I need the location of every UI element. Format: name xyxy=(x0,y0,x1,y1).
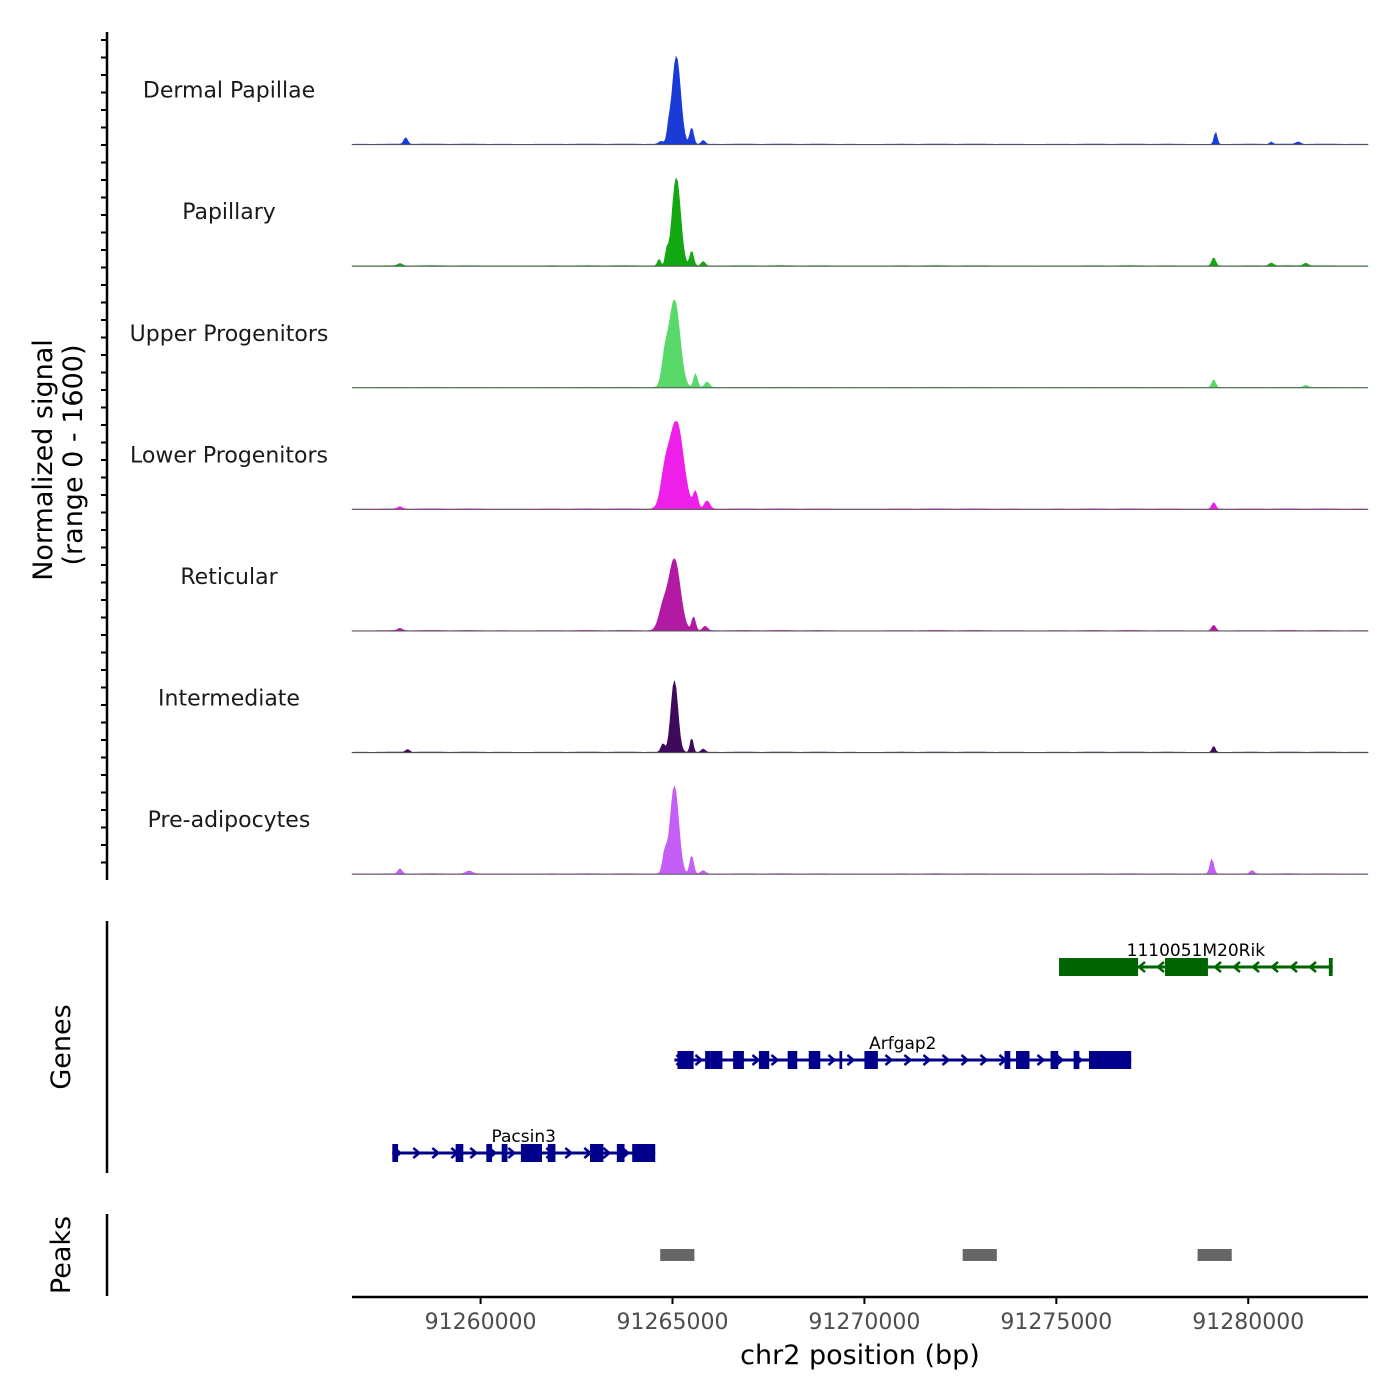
coverage-y-label-line2: (range 0 - 1600) xyxy=(58,345,89,566)
coverage-track: Upper Progenitors xyxy=(130,299,1369,389)
gene-exon xyxy=(520,1144,542,1162)
gene-exon xyxy=(1059,958,1139,976)
coverage-track-label: Pre-adipocytes xyxy=(148,808,311,833)
coverage-tracks: Dermal Papillae Papillary Upper Progenitor… xyxy=(130,55,1369,875)
x-axis-tick-label: 91280000 xyxy=(1192,1310,1304,1335)
peak-region xyxy=(1197,1249,1232,1261)
gene-strand-arrow xyxy=(770,1054,780,1066)
coverage-track: Papillary xyxy=(182,177,1369,267)
gene-exon xyxy=(864,1051,878,1069)
coverage-track-label: Reticular xyxy=(180,565,278,590)
coverage-area xyxy=(351,558,1369,632)
gene-strand-arrow xyxy=(431,1147,441,1159)
gene-strand-arrow xyxy=(1289,961,1298,973)
gene-exon xyxy=(733,1051,744,1069)
gene-strand-arrow xyxy=(694,1054,704,1066)
gene: Pacsin3 xyxy=(392,1127,656,1162)
gene-exon xyxy=(710,1051,723,1069)
gene-strand-arrow xyxy=(922,1054,932,1066)
gene-exon xyxy=(808,1051,821,1069)
coverage-track: Dermal Papillae xyxy=(143,55,1369,146)
coverage-y-axis xyxy=(101,32,109,880)
gene-strand-arrow xyxy=(564,1147,574,1159)
gene-exon xyxy=(677,1051,694,1069)
gene-exon xyxy=(589,1144,604,1162)
coverage-y-label-line1: Normalized signal xyxy=(28,339,59,581)
gene-strand-arrow xyxy=(960,1054,970,1066)
gene-exon xyxy=(632,1144,656,1162)
gene-strand-arrow xyxy=(1137,961,1146,973)
coverage-area xyxy=(351,421,1369,510)
gene-strand-arrow xyxy=(979,1054,989,1066)
peaks-track xyxy=(660,1249,1232,1261)
x-axis-tick-label: 91265000 xyxy=(617,1310,729,1335)
gene-exon xyxy=(1088,1051,1132,1069)
gene-strand-arrow xyxy=(903,1054,913,1066)
gene-strand-arrow xyxy=(941,1054,951,1066)
gene-exon xyxy=(455,1144,464,1162)
gene-exon xyxy=(1004,1051,1011,1069)
gene-strand-arrow xyxy=(1232,961,1241,973)
gene-exon xyxy=(787,1051,798,1069)
coverage-area xyxy=(351,299,1369,389)
gene-strand-arrow xyxy=(751,1054,761,1066)
gene-exon xyxy=(1164,958,1208,976)
coverage-area xyxy=(351,785,1369,875)
gene-strand-arrow xyxy=(827,1054,837,1066)
x-axis-tick-label: 91275000 xyxy=(1000,1310,1112,1335)
x-axis-tick-label: 91270000 xyxy=(808,1310,920,1335)
gene-strand-arrow xyxy=(602,1147,612,1159)
gene-exon xyxy=(705,1051,711,1069)
coverage-track: Lower Progenitors xyxy=(130,421,1369,510)
gene-strand-arrow xyxy=(1251,961,1260,973)
gene-exon xyxy=(392,1144,399,1162)
gene-exon xyxy=(758,1051,770,1069)
gene-strand-arrow xyxy=(1055,1054,1065,1066)
coverage-track: Intermediate xyxy=(158,680,1369,754)
gene-exon xyxy=(501,1144,508,1162)
coverage-track-label: Lower Progenitors xyxy=(130,443,328,468)
gene-exon xyxy=(1050,1051,1059,1069)
gene-strand-arrow xyxy=(846,1054,856,1066)
genes-track-label: Genes xyxy=(46,1004,77,1089)
coverage-track-label: Dermal Papillae xyxy=(143,79,315,104)
gene-strand-arrow xyxy=(1213,961,1222,973)
x-axis-tick-label: 91260000 xyxy=(425,1310,537,1335)
peaks-track-label: Peaks xyxy=(46,1216,77,1294)
gene-exon xyxy=(839,1051,843,1069)
coverage-area xyxy=(351,55,1369,145)
gene-exon xyxy=(616,1144,625,1162)
x-axis: 91260000 91265000 91270000 91275000 91280000 xyxy=(352,1295,1368,1335)
gene-strand-arrow xyxy=(507,1147,517,1159)
gene-name-label: Arfgap2 xyxy=(869,1034,936,1054)
gene: 1110051M20Rik xyxy=(1059,941,1333,976)
peak-region xyxy=(962,1249,997,1261)
gene-exon xyxy=(547,1144,556,1162)
x-axis-title: chr2 position (bp) xyxy=(740,1340,980,1371)
gene-exon xyxy=(1073,1051,1080,1069)
coverage-track-label: Intermediate xyxy=(158,687,300,712)
coverage-area xyxy=(351,177,1369,267)
gene-strand-arrow xyxy=(1270,961,1279,973)
coverage-area xyxy=(351,680,1369,753)
gene-name-label: 1110051M20Rik xyxy=(1127,941,1266,961)
coverage-track-label: Upper Progenitors xyxy=(130,322,329,347)
gene-strand-arrow xyxy=(884,1054,894,1066)
gene-strand-arrow xyxy=(1036,1054,1046,1066)
peak-region xyxy=(660,1249,695,1261)
gene-exon xyxy=(486,1144,493,1162)
gene-exon xyxy=(1328,958,1333,976)
genes-track: 1110051M20Rik Arfgap2 Pacsin3 xyxy=(392,941,1333,1162)
gene-strand-arrow xyxy=(412,1147,422,1159)
gene-strand-arrow xyxy=(469,1147,479,1159)
gene-strand-arrow xyxy=(1308,961,1317,973)
coverage-track: Reticular xyxy=(180,558,1369,632)
gene-name-label: Pacsin3 xyxy=(492,1127,556,1147)
gene-strand-arrow xyxy=(1156,961,1165,973)
coverage-track: Pre-adipocytes xyxy=(148,785,1369,875)
gene: Arfgap2 xyxy=(674,1034,1132,1069)
coverage-track-label: Papillary xyxy=(182,200,276,225)
gene-exon xyxy=(1016,1051,1030,1069)
